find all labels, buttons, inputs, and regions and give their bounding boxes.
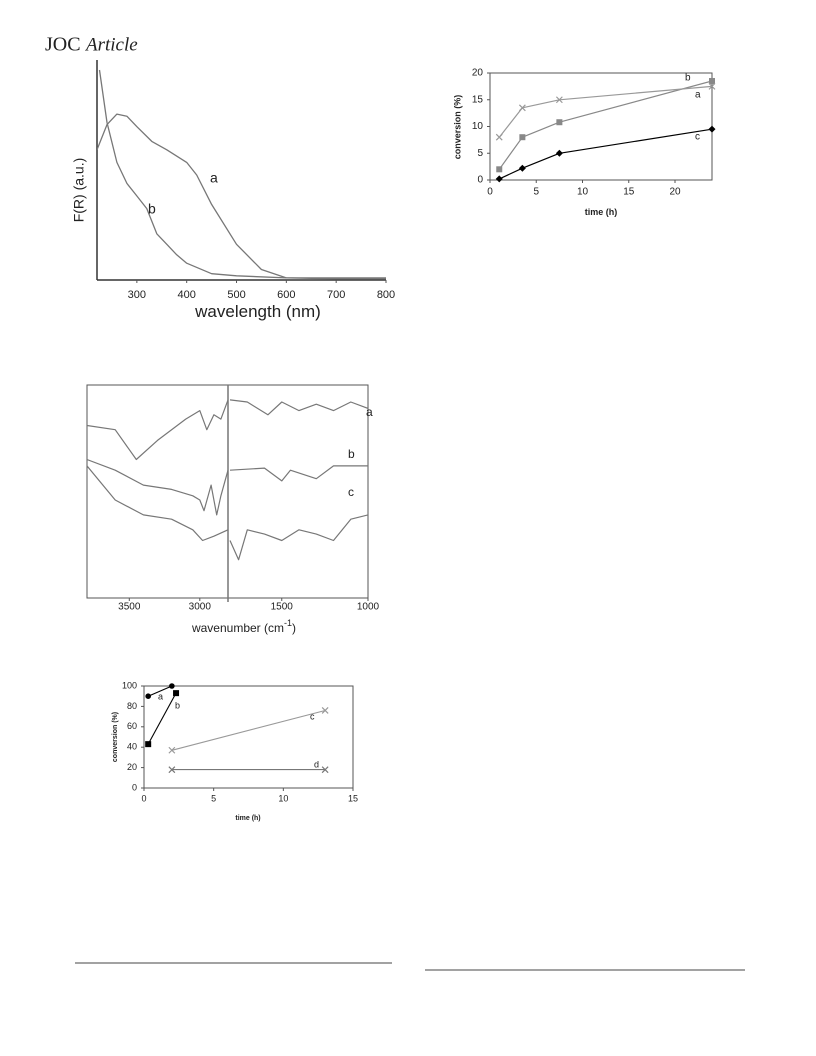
y-axis-label: conversion (%) (452, 95, 462, 160)
x-tick-label: 800 (377, 289, 395, 301)
y-tick-label: 100 (122, 680, 137, 690)
x-tick-label: 5 (211, 793, 216, 803)
series-line (229, 514, 368, 561)
series-label: b (348, 447, 355, 461)
data-point (555, 96, 563, 104)
data-point (708, 125, 716, 133)
x-tick-label: 10 (577, 187, 589, 198)
y-axis-label: conversion (%) (112, 712, 119, 762)
series-label: d (314, 759, 319, 769)
y-tick-label: 0 (477, 175, 483, 186)
series-line (499, 128, 712, 180)
x-tick-label: 1000 (357, 602, 380, 613)
series-line (147, 685, 173, 697)
x-axis-label: wavenumber (cm-1) (191, 618, 296, 635)
data-point (709, 78, 715, 85)
y-axis-label: F(R) (a.u.) (71, 158, 87, 223)
series-line (98, 69, 386, 279)
data-point (556, 119, 563, 126)
series-label: c (348, 485, 354, 499)
x-axis-label: time (h) (235, 815, 260, 822)
x-axis-label: wavelength (nm) (194, 302, 321, 321)
data-point (321, 707, 329, 714)
series-line (87, 399, 229, 461)
x-tick-label: 0 (487, 187, 493, 198)
x-tick-label: 15 (348, 793, 358, 803)
plot-frame (143, 685, 354, 789)
series-line (171, 709, 326, 751)
x-tick-label: 500 (227, 289, 245, 301)
y-tick-label: 0 (132, 782, 137, 792)
x-tick-label: 10 (278, 793, 288, 803)
series-line (87, 458, 229, 516)
data-point (173, 690, 180, 697)
x-tick-label: 700 (327, 289, 345, 301)
data-point (145, 741, 152, 748)
x-axis-label-sup: -1 (284, 618, 292, 628)
x-axis-label: time (h) (585, 207, 618, 217)
x-axis-label-text: wavelength (nm) (194, 302, 321, 321)
y-tick-label: 60 (127, 721, 137, 731)
x-tick-label: 1500 (271, 602, 294, 613)
data-point (168, 766, 176, 774)
y-tick-label: 80 (127, 701, 137, 711)
journal-name: JOC (45, 34, 81, 56)
series-line (97, 113, 386, 280)
x-axis-label-end: ) (292, 621, 296, 635)
y-tick-label: 20 (472, 68, 484, 79)
data-point (519, 134, 526, 141)
x-tick-label: 20 (669, 187, 681, 198)
y-tick-label: 5 (477, 148, 483, 159)
data-point (518, 104, 526, 112)
data-point (495, 133, 503, 141)
x-tick-label: 3000 (189, 602, 212, 613)
data-point (495, 175, 503, 183)
data-point (321, 766, 329, 774)
data-point (555, 149, 563, 157)
data-point (708, 82, 716, 90)
x-tick-label: 300 (128, 289, 146, 301)
series-label: a (695, 90, 701, 101)
x-tick-label: 5 (533, 187, 539, 198)
series-label: a (210, 170, 218, 186)
x-tick-label: 0 (141, 793, 146, 803)
data-point (496, 166, 503, 173)
series-label: c (695, 132, 700, 143)
series-label: c (310, 711, 315, 721)
y-tick-label: 20 (127, 762, 137, 772)
series-line (498, 85, 712, 138)
data-point (169, 683, 175, 689)
series-label: b (148, 201, 156, 217)
series-line (498, 80, 712, 170)
series-label: b (685, 73, 691, 84)
series-line (87, 465, 229, 542)
y-tick-label: 15 (472, 94, 484, 105)
data-point (518, 164, 526, 172)
series-label: a (366, 405, 373, 419)
series-label: b (175, 700, 180, 710)
x-tick-label: 3500 (118, 602, 141, 613)
series-line (229, 465, 368, 482)
series-line (229, 399, 368, 416)
x-tick-label: 400 (178, 289, 196, 301)
data-point (145, 693, 151, 699)
x-tick-label: 15 (623, 187, 635, 198)
y-tick-label: 40 (127, 742, 137, 752)
y-tick-label: 10 (472, 121, 484, 132)
x-axis-label-text: time (h) (235, 815, 260, 822)
series-line (147, 692, 177, 745)
series-label: a (158, 691, 163, 701)
data-point (168, 746, 176, 754)
x-tick-label: 600 (277, 289, 295, 301)
x-axis-label-text: time (h) (585, 207, 618, 217)
x-axis-label-text: wavenumber (cm (191, 621, 284, 635)
section-name: Article (84, 34, 138, 55)
